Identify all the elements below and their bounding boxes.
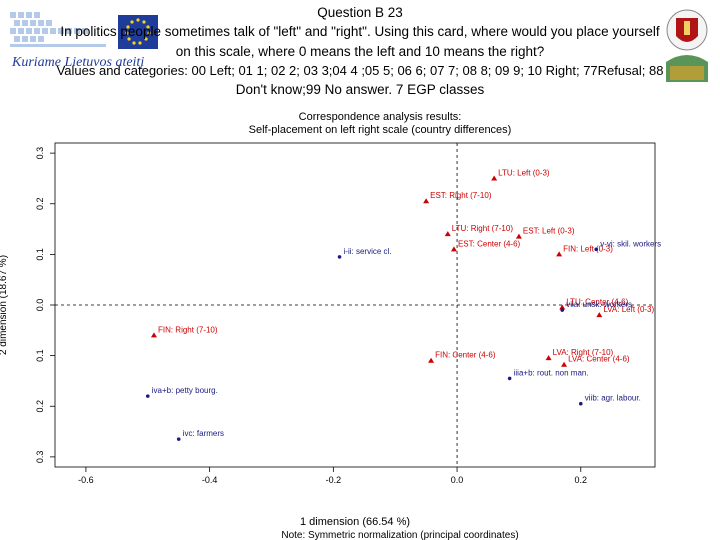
point-label: EST: Left (0-3) [523, 227, 575, 236]
x-tick-label: 0.2 [575, 475, 588, 485]
question-text-line-2: on this scale, where 0 means the left an… [175, 44, 545, 59]
point-label: iva+b: petty bourg. [152, 386, 218, 395]
class-point [145, 394, 150, 398]
x-axis-label: 1 dimension (66.54 %) [300, 516, 410, 528]
y-tick-label: 0.1 [35, 248, 45, 261]
x-axis: -0.6 -0.4 -0.2 0.0 0.2 [78, 467, 587, 485]
x-tick-label: -0.6 [78, 475, 94, 485]
project-tagline: Kuriame Lietuvos ateitį [12, 55, 145, 70]
y-axis-label: 2 dimension (18.67 %) [0, 255, 9, 355]
question-text-line-1: In politics people sometimes talk of "le… [60, 24, 660, 39]
country-point [428, 357, 435, 363]
project-logo [8, 8, 108, 78]
point-label: viia: unsk. workers [566, 300, 632, 309]
y-tick-label: 0.3 [35, 451, 45, 464]
class-point [578, 401, 583, 406]
x-tick-label: 0.0 [451, 475, 464, 485]
country-point [450, 246, 457, 252]
data-points: LTU: Left (0-3) EST: Right (7-10) LTU: Rig… [145, 168, 661, 441]
normalization-note: Note: Symmetric normalization (principal… [281, 530, 518, 540]
eu-flag-icon [118, 15, 158, 49]
correspondence-chart: Correspondence analysis results: Self-pl… [0, 111, 661, 540]
country-point [559, 304, 566, 310]
country-point [561, 361, 568, 367]
categories-line-1: Values and categories: 00 Left; 01 1; 02… [56, 63, 664, 78]
class-point [507, 376, 512, 381]
country-point [150, 332, 157, 338]
point-label: FIN: Right (7-10) [158, 325, 218, 334]
chart-title: Correspondence analysis results: [299, 111, 462, 123]
country-point [515, 233, 522, 239]
y-tick-label: 0.3 [35, 147, 45, 160]
point-label: FIN: Left (0-3) [563, 244, 613, 253]
country-point [491, 175, 498, 181]
y-tick-label: 0.2 [35, 400, 45, 413]
point-label: EST: Right (7-10) [430, 191, 492, 200]
point-label: iiia+b: rout. non man. [514, 368, 589, 377]
y-tick-label: 0.2 [35, 197, 45, 210]
country-point [545, 355, 552, 361]
country-point [596, 312, 603, 318]
country-point [444, 231, 451, 237]
point-label: ivc: farmers [183, 429, 224, 438]
point-label: LVA: Right (7-10) [553, 348, 614, 357]
class-point [560, 308, 565, 312]
class-point [176, 437, 181, 441]
country-point [423, 198, 430, 204]
class-point [594, 247, 599, 252]
point-label: LTU: Center (4-6) [566, 298, 628, 307]
point-label: i-ii: service cl. [344, 247, 392, 256]
y-axis: 0.3 0.2 0.1 0.0 0.1 0.2 0.3 [35, 147, 55, 463]
country-point [556, 251, 563, 257]
slide-header: Kuriame Lietuvos ateitį Question B 23 In… [0, 0, 720, 100]
point-label: LVA: Center (4-6) [568, 355, 630, 364]
point-label: LTU: Right (7-10) [452, 224, 514, 233]
point-label: LVA: Left (0-3) [603, 305, 654, 314]
point-label: v-vi: skil. workers [600, 239, 661, 248]
point-label: EST: Center (4-6) [458, 239, 521, 248]
categories-line-2: Don't know;99 No answer. 7 EGP classes [235, 82, 485, 97]
point-label: FIN: Center (4-6) [435, 351, 496, 360]
class-point [337, 255, 342, 259]
point-label: viib: agr. labour. [585, 394, 641, 403]
y-tick-label: 0.0 [35, 299, 45, 312]
x-tick-label: -0.4 [202, 475, 218, 485]
reference-lines [55, 143, 655, 467]
y-tick-label: 0.1 [35, 349, 45, 362]
x-tick-label: -0.2 [326, 475, 342, 485]
point-label: LTU: Left (0-3) [498, 168, 550, 177]
chart-subtitle: Self-placement on left right scale (coun… [249, 124, 512, 136]
question-title: Question B 23 [317, 5, 403, 20]
university-crest-icon [660, 6, 714, 86]
